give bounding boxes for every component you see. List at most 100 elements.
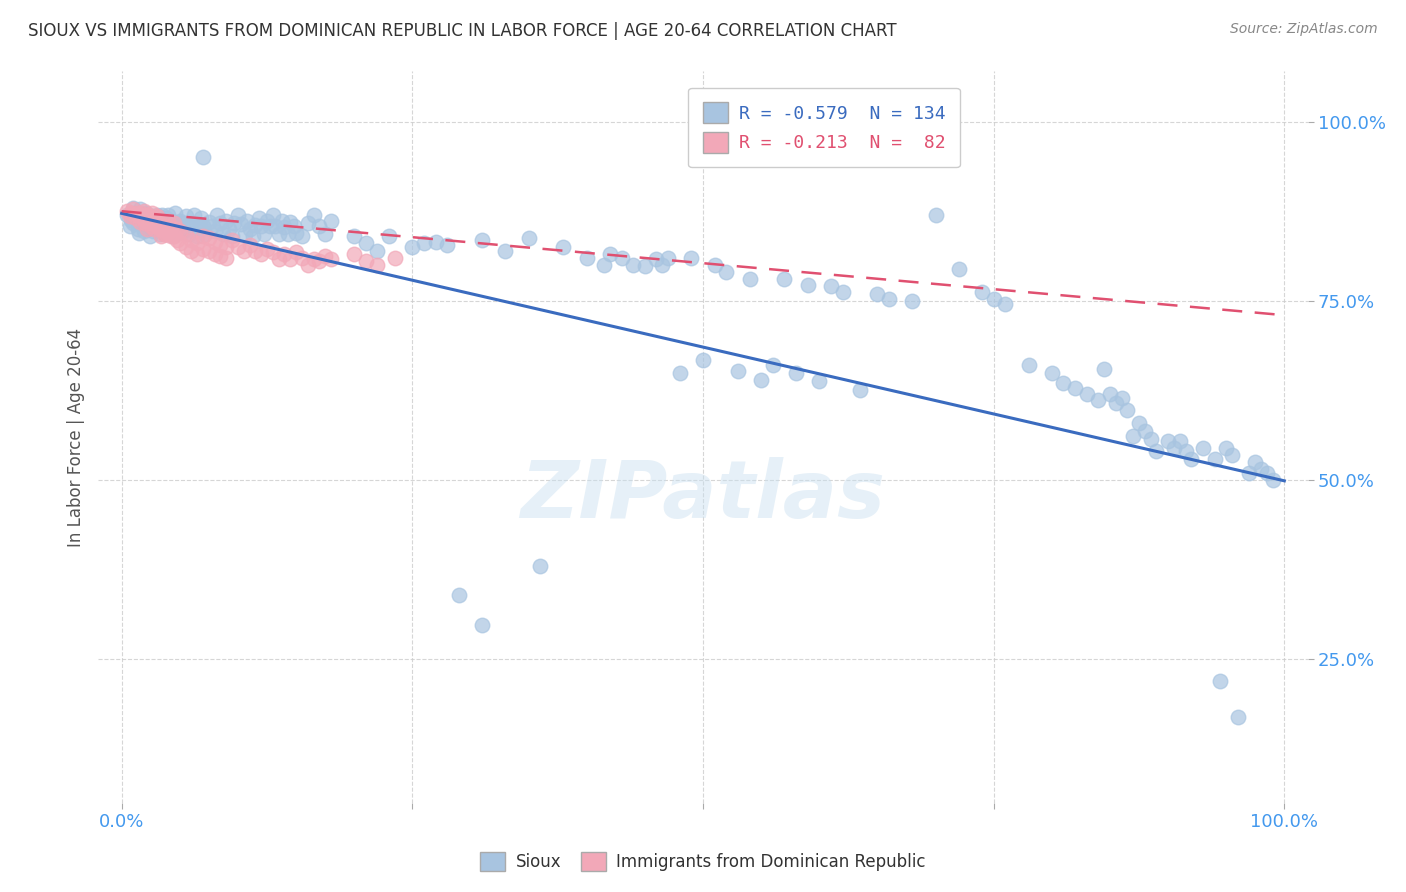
Point <box>172 223 194 237</box>
Point <box>142 216 165 230</box>
Point <box>796 278 818 293</box>
Point <box>413 236 436 251</box>
Point <box>215 213 238 227</box>
Point <box>1111 391 1133 405</box>
Point <box>215 251 238 265</box>
Point <box>366 258 388 272</box>
Point <box>143 213 166 227</box>
Point <box>447 588 470 602</box>
Legend: Sioux, Immigrants from Dominican Republic: Sioux, Immigrants from Dominican Republi… <box>472 843 934 880</box>
Point <box>529 559 551 574</box>
Point <box>291 229 314 244</box>
Point <box>970 285 993 300</box>
Point <box>150 222 173 236</box>
Point <box>136 222 159 236</box>
Point <box>204 235 226 249</box>
Point <box>1087 392 1109 407</box>
Point <box>308 219 330 233</box>
Point <box>273 247 295 261</box>
Point <box>1174 444 1197 458</box>
Point <box>302 208 325 222</box>
Point <box>384 251 406 265</box>
Point <box>211 227 233 241</box>
Point <box>142 223 165 237</box>
Point <box>145 218 167 232</box>
Point <box>256 213 278 227</box>
Point <box>135 213 157 227</box>
Point <box>150 216 173 230</box>
Text: SIOUX VS IMMIGRANTS FROM DOMINICAN REPUBLIC IN LABOR FORCE | AGE 20-64 CORRELATI: SIOUX VS IMMIGRANTS FROM DOMINICAN REPUB… <box>28 22 897 40</box>
Point <box>250 219 273 233</box>
Point <box>209 216 232 230</box>
Point <box>354 236 377 251</box>
Point <box>157 224 180 238</box>
Point <box>471 618 494 632</box>
Point <box>157 208 180 222</box>
Point <box>145 208 167 222</box>
Point <box>297 216 319 230</box>
Point <box>471 233 494 247</box>
Point <box>157 226 180 240</box>
Point <box>831 285 853 300</box>
Point <box>264 219 287 233</box>
Point <box>159 219 181 234</box>
Legend: R = -0.579  N = 134, R = -0.213  N =  82: R = -0.579 N = 134, R = -0.213 N = 82 <box>689 87 960 168</box>
Point <box>1116 402 1139 417</box>
Point <box>354 254 377 268</box>
Point <box>149 227 172 241</box>
Point <box>657 251 679 265</box>
Point <box>308 254 330 268</box>
Point <box>681 251 703 265</box>
Point <box>1180 451 1202 466</box>
Point <box>599 247 621 261</box>
Point <box>136 213 159 227</box>
Point <box>204 247 226 261</box>
Point <box>135 206 157 220</box>
Point <box>224 216 246 230</box>
Point <box>148 222 170 236</box>
Point <box>162 229 184 244</box>
Point <box>1226 710 1249 724</box>
Point <box>138 229 160 244</box>
Point <box>166 233 188 247</box>
Point <box>183 208 205 222</box>
Point <box>1163 441 1185 455</box>
Point <box>190 211 212 226</box>
Point <box>1052 376 1074 391</box>
Point <box>314 227 336 241</box>
Point <box>145 219 167 233</box>
Point <box>247 211 270 226</box>
Point <box>152 219 174 233</box>
Point <box>169 213 191 227</box>
Point <box>166 222 188 236</box>
Point <box>226 208 249 222</box>
Point <box>174 209 197 223</box>
Point <box>128 209 150 223</box>
Point <box>131 211 153 226</box>
Point <box>148 219 170 233</box>
Point <box>177 219 200 233</box>
Point <box>773 272 796 286</box>
Point <box>159 213 181 227</box>
Point <box>785 366 807 380</box>
Point <box>1092 362 1115 376</box>
Point <box>901 293 924 308</box>
Point <box>634 260 657 274</box>
Point <box>132 204 155 219</box>
Point <box>849 384 872 398</box>
Point <box>1064 381 1087 395</box>
Point <box>141 206 163 220</box>
Point <box>319 213 342 227</box>
Point <box>118 209 141 223</box>
Point <box>157 216 180 230</box>
Point <box>256 242 278 256</box>
Point <box>302 252 325 267</box>
Point <box>262 208 284 222</box>
Point <box>146 213 169 227</box>
Point <box>239 238 262 252</box>
Point <box>517 231 540 245</box>
Point <box>239 222 262 236</box>
Point <box>118 219 141 233</box>
Point <box>124 206 146 220</box>
Point <box>139 209 162 223</box>
